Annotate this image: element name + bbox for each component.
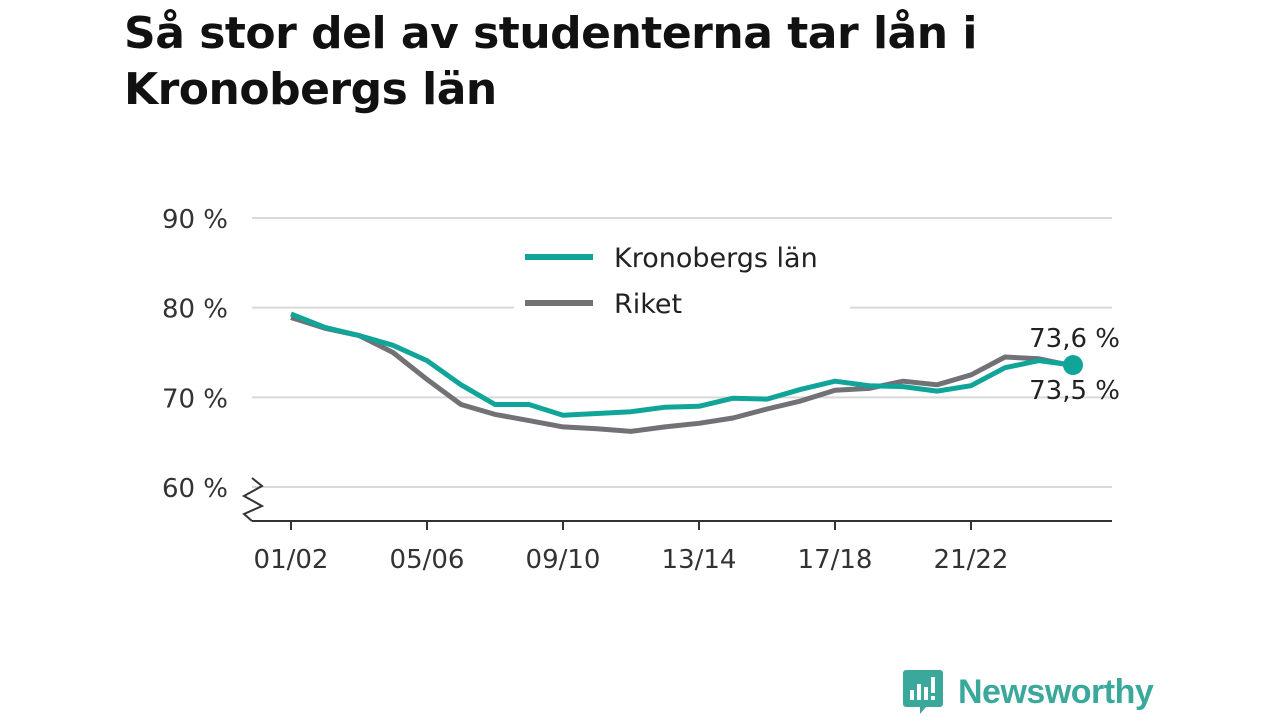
x-tick-label: 09/10	[526, 545, 601, 575]
newsworthy-logo-icon	[903, 670, 943, 714]
end-value-label: 73,5 %	[1029, 376, 1120, 406]
x-tick-label: 21/22	[934, 545, 1009, 575]
legend-background	[514, 232, 850, 310]
brand-name: Newsworthy	[958, 672, 1154, 711]
x-tick-label: 13/14	[662, 545, 737, 575]
axis-break-mark	[241, 477, 265, 522]
y-tick-label: 70 %	[162, 384, 228, 414]
legend: Kronobergs län Riket	[514, 232, 850, 320]
y-tick-label: 80 %	[162, 295, 228, 325]
endpoint-marker	[1063, 355, 1083, 376]
y-tick-label: 90 %	[162, 205, 228, 235]
x-tick-label: 01/02	[254, 545, 329, 575]
chart-title: Så stor del av studenterna tar lån i Kro…	[124, 8, 977, 115]
legend-label-riket: Riket	[614, 289, 682, 320]
brand-logo: Newsworthy	[902, 668, 1154, 716]
line-chart: 60 % 70 % 80 % 90 % 01/02 05/06 09/10 13/14 17/…	[162, 205, 1120, 575]
x-axis	[241, 477, 1112, 530]
y-axis-labels: 60 % 70 % 80 % 90 %	[162, 205, 228, 504]
legend-label-kronoberg: Kronobergs län	[614, 243, 818, 274]
series-lines	[290, 311, 1083, 434]
series-line-riket	[290, 315, 1074, 434]
x-tick-label: 17/18	[798, 545, 873, 575]
y-tick-label: 60 %	[162, 474, 228, 504]
x-axis-labels: 01/02 05/06 09/10 13/14 17/18 21/22	[254, 545, 1009, 575]
end-value-annotations: 73,6 % 73,5 %	[1029, 324, 1120, 406]
series-line-kronoberg	[290, 311, 1074, 418]
x-tick-label: 05/06	[390, 545, 465, 575]
end-value-label: 73,6 %	[1029, 324, 1120, 354]
